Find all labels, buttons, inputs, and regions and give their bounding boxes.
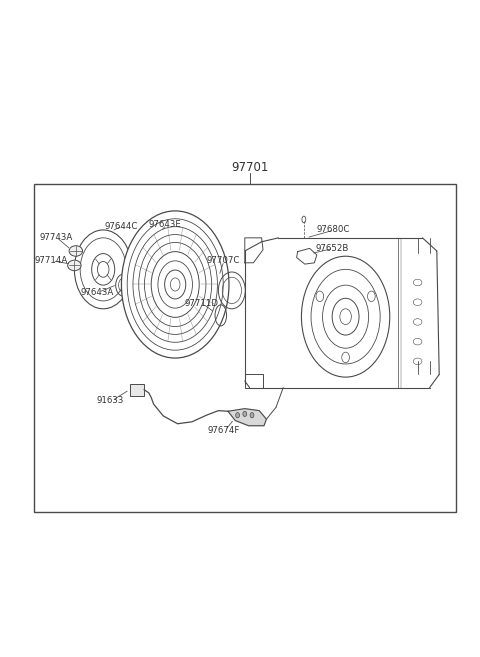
Polygon shape bbox=[228, 409, 266, 426]
Text: 97680C: 97680C bbox=[317, 225, 350, 235]
Circle shape bbox=[243, 411, 247, 417]
Ellipse shape bbox=[68, 260, 81, 271]
Text: 97714A: 97714A bbox=[35, 256, 68, 265]
Text: 97643E: 97643E bbox=[149, 220, 181, 229]
Text: 97743A: 97743A bbox=[39, 233, 72, 242]
Bar bbox=[34, 184, 456, 512]
Text: 97701: 97701 bbox=[231, 161, 268, 174]
Circle shape bbox=[236, 413, 240, 418]
Text: 97643A: 97643A bbox=[81, 288, 114, 297]
Text: 97674F: 97674F bbox=[207, 426, 240, 435]
Circle shape bbox=[121, 211, 229, 358]
Circle shape bbox=[250, 413, 254, 418]
Circle shape bbox=[74, 230, 132, 309]
Text: 97644C: 97644C bbox=[105, 221, 138, 231]
Text: 97652B: 97652B bbox=[316, 244, 349, 253]
Circle shape bbox=[301, 256, 390, 377]
Ellipse shape bbox=[69, 246, 83, 256]
Bar bbox=[130, 384, 144, 396]
Text: 91633: 91633 bbox=[97, 396, 124, 405]
Text: 97707C: 97707C bbox=[206, 256, 240, 265]
Text: 97711D: 97711D bbox=[185, 299, 219, 308]
